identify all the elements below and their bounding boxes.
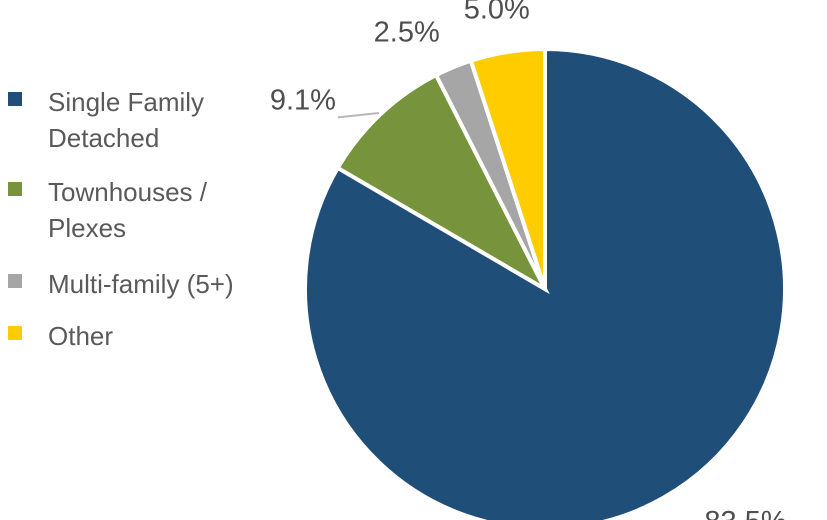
- legend-swatch-multi-family: [8, 274, 22, 288]
- legend-item-multi-family: Multi-family (5+): [8, 266, 258, 302]
- legend-label-other: Other: [48, 321, 114, 351]
- pie-slice-townhouses-plexes: [335, 72, 550, 295]
- data-label-multi-family: 2.5%: [374, 17, 440, 49]
- legend-swatch-other: [8, 326, 22, 340]
- legend-label-single-family-detached: Single Family Detached: [48, 87, 205, 153]
- data-label-other: 5.0%: [464, 0, 530, 25]
- data-label-single-family-detached: 83.5%: [704, 506, 786, 520]
- legend-label-townhouses-plexes: Townhouses / Plexes: [48, 177, 207, 243]
- leader-line-townhouses-plexes: [337, 111, 380, 119]
- legend-label-multi-family: Multi-family (5+): [48, 269, 234, 299]
- chart-legend: Single Family Detached Townhouses / Plex…: [8, 84, 258, 372]
- pie-data-labels: 83.5% 9.1% 2.5% 5.0%: [270, 0, 787, 520]
- legend-item-other: Other: [8, 318, 258, 354]
- legend-item-townhouses-plexes: Townhouses / Plexes: [8, 174, 258, 246]
- legend-item-single-family-detached: Single Family Detached: [8, 84, 258, 156]
- legend-swatch-single-family-detached: [8, 92, 22, 106]
- pie-slices: [303, 46, 787, 520]
- data-label-townhouses-plexes: 9.1%: [270, 84, 336, 116]
- pie-slice-other: [468, 46, 547, 290]
- pie-slice-single-family-detached: [303, 46, 787, 520]
- legend-swatch-townhouses-plexes: [8, 182, 22, 196]
